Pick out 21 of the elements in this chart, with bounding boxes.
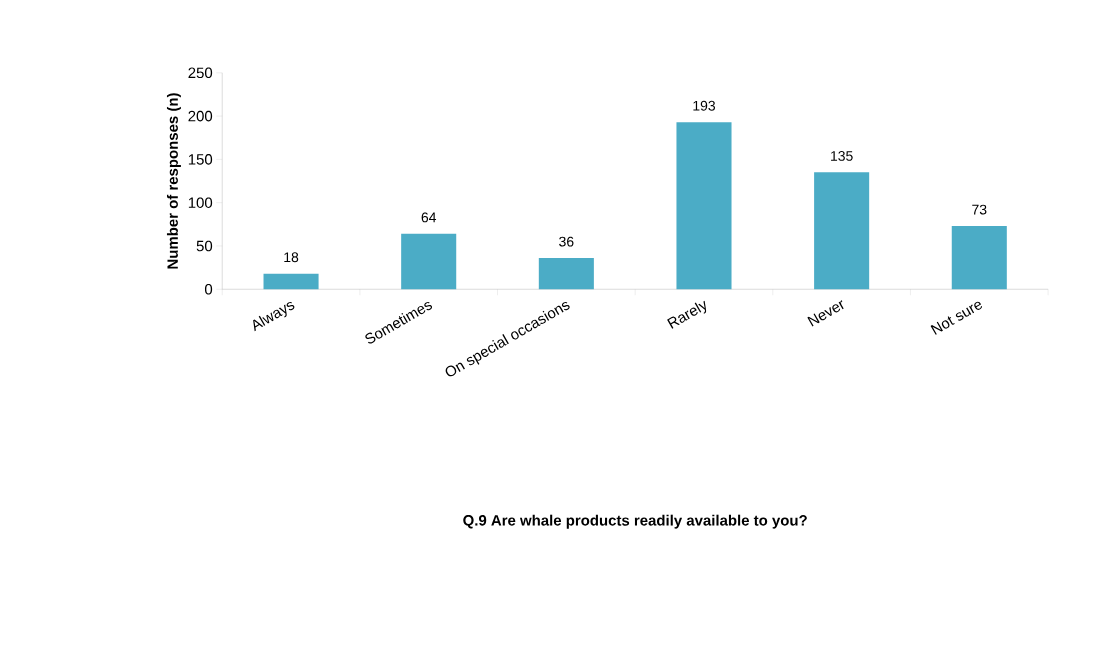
data-label: 36 [559, 236, 574, 247]
bar [676, 122, 732, 290]
data-label: 193 [693, 100, 716, 111]
y-axis-title: Number of responses (n) [166, 93, 181, 269]
bar [538, 257, 594, 290]
data-label: 73 [972, 204, 987, 215]
data-label: 135 [831, 150, 853, 161]
y-tick-label: 0 [204, 283, 213, 295]
bar [401, 233, 457, 290]
y-tick-label: 200 [188, 110, 213, 122]
data-label: 64 [421, 212, 437, 223]
data-label: 18 [284, 252, 299, 263]
x-tick-label: Not sure [930, 301, 983, 335]
text: Q.9 Are whale products readily available to you? [463, 514, 807, 529]
bar [951, 225, 1007, 290]
y-tick-label: 50 [196, 240, 213, 252]
y-tick-label: 100 [188, 197, 213, 208]
bar [263, 273, 319, 290]
y-tick-label: 150 [188, 153, 213, 165]
y-tick-label: 250 [188, 67, 213, 78]
bar [814, 172, 870, 290]
